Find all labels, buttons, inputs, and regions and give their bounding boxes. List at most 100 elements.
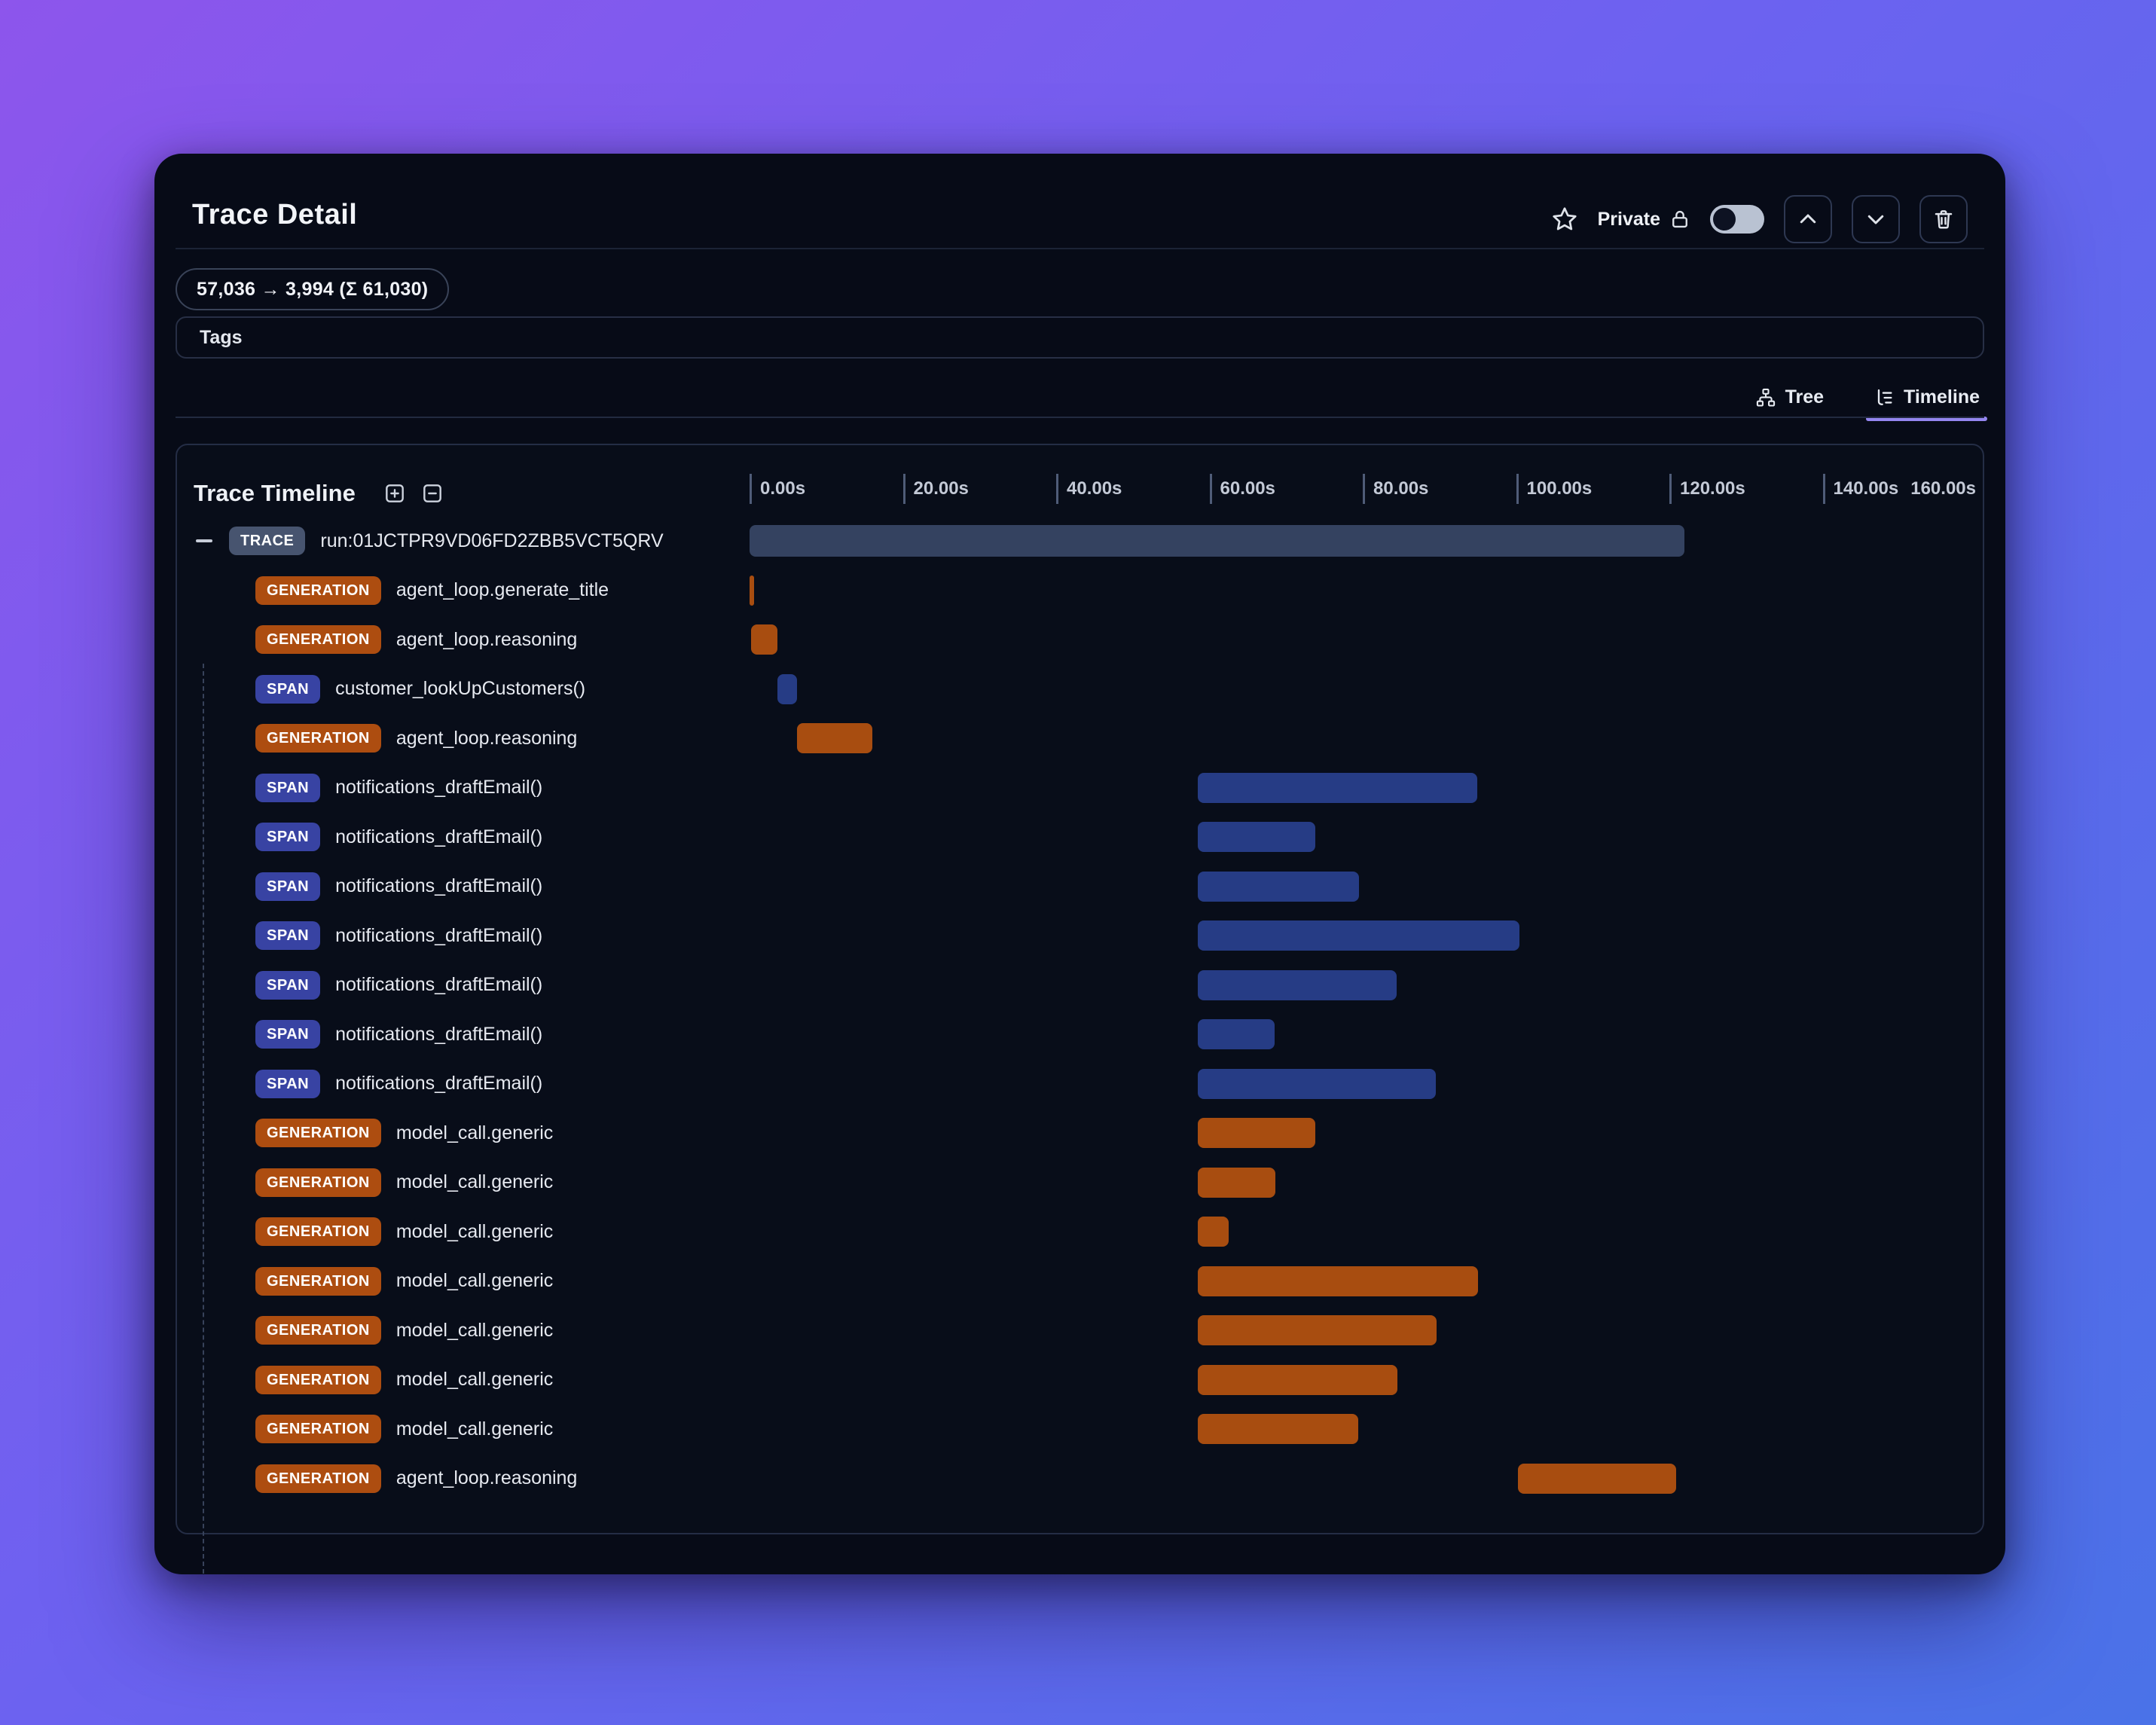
trace-row[interactable]: TRACE run:01JCTPR9VD06FD2ZBB5VCT5QRV <box>177 516 1983 566</box>
duration-bar[interactable] <box>1198 1266 1478 1296</box>
row-label: GENERATION agent_loop.reasoning <box>177 615 750 664</box>
tab-tree-label: Tree <box>1785 386 1825 408</box>
observation-row[interactable]: GENERATION agent_loop.generate_title <box>177 566 1983 615</box>
row-name: customer_lookUpCustomers() <box>335 678 586 699</box>
observation-row[interactable]: GENERATION agent_loop.reasoning <box>177 1454 1983 1504</box>
row-track <box>750 1108 1976 1158</box>
row-label: SPAN notifications_draftEmail() <box>177 911 750 960</box>
duration-bar[interactable] <box>1198 1118 1315 1148</box>
row-name: notifications_draftEmail() <box>335 826 543 847</box>
axis-tick-label: 140.00s <box>1833 478 1899 499</box>
row-type-badge: GENERATION <box>255 1119 381 1147</box>
observation-row[interactable]: GENERATION model_call.generic <box>177 1108 1983 1158</box>
row-type-badge: SPAN <box>255 674 321 704</box>
row-track <box>750 713 1976 763</box>
star-icon[interactable] <box>1551 206 1578 233</box>
axis-tick <box>1669 474 1672 504</box>
duration-bar[interactable] <box>1198 822 1315 852</box>
duration-bar[interactable] <box>750 525 1685 557</box>
row-track <box>750 862 1976 911</box>
duration-bar[interactable] <box>1198 921 1519 951</box>
tags-label: Tags <box>200 326 243 348</box>
duration-bar[interactable] <box>1198 1019 1275 1049</box>
duration-bar[interactable] <box>750 575 755 606</box>
row-type-badge: GENERATION <box>255 1464 381 1493</box>
duration-bar[interactable] <box>1198 969 1397 1000</box>
row-name: notifications_draftEmail() <box>335 974 543 995</box>
row-track <box>750 1059 1976 1109</box>
axis-tick-label: 0.00s <box>760 478 806 499</box>
row-label: GENERATION model_call.generic <box>177 1158 750 1208</box>
observation-row[interactable]: GENERATION agent_loop.reasoning <box>177 713 1983 763</box>
duration-bar[interactable] <box>797 723 872 753</box>
tags-input[interactable]: Tags <box>176 316 1984 359</box>
duration-bar[interactable] <box>1198 871 1359 902</box>
next-trace-button[interactable] <box>1852 195 1900 243</box>
duration-bar[interactable] <box>1198 1167 1275 1198</box>
observation-row[interactable]: GENERATION model_call.generic <box>177 1355 1983 1405</box>
row-type-badge: SPAN <box>255 872 321 901</box>
row-type-badge: GENERATION <box>255 724 381 753</box>
observation-row[interactable]: SPAN notifications_draftEmail() <box>177 1009 1983 1059</box>
row-name: agent_loop.reasoning <box>395 727 578 749</box>
axis-tick <box>1363 474 1365 504</box>
row-track <box>750 615 1976 664</box>
row-type-badge: SPAN <box>255 1020 321 1049</box>
row-type-badge: GENERATION <box>255 1316 381 1345</box>
duration-bar[interactable] <box>1198 1217 1229 1247</box>
panel-title-row: Trace Timeline <box>194 480 444 507</box>
duration-bar[interactable] <box>1198 1414 1358 1444</box>
row-label: GENERATION model_call.generic <box>177 1207 750 1256</box>
row-track <box>750 566 1976 615</box>
row-label: SPAN notifications_draftEmail() <box>177 862 750 911</box>
row-label: TRACE run:01JCTPR9VD06FD2ZBB5VCT5QRV <box>177 516 750 566</box>
row-label: GENERATION agent_loop.reasoning <box>177 713 750 763</box>
tab-tree[interactable]: Tree <box>1751 377 1828 418</box>
collapse-toggle-icon[interactable] <box>196 539 212 542</box>
duration-bar[interactable] <box>1198 772 1477 803</box>
tab-timeline[interactable]: Timeline <box>1866 377 1987 421</box>
row-name: model_call.generic <box>395 1122 554 1143</box>
privacy-label: Private <box>1597 208 1660 230</box>
observation-row[interactable]: SPAN notifications_draftEmail() <box>177 960 1983 1010</box>
observation-row[interactable]: SPAN notifications_draftEmail() <box>177 763 1983 813</box>
observation-row[interactable]: SPAN notifications_draftEmail() <box>177 911 1983 960</box>
observation-row[interactable]: SPAN notifications_draftEmail() <box>177 1059 1983 1109</box>
observation-row[interactable]: GENERATION model_call.generic <box>177 1305 1983 1355</box>
observation-row[interactable]: SPAN notifications_draftEmail() <box>177 862 1983 911</box>
expand-all-icon[interactable] <box>383 481 407 505</box>
duration-bar[interactable] <box>1198 1364 1397 1395</box>
collapse-all-icon[interactable] <box>420 481 444 505</box>
observation-row[interactable]: GENERATION model_call.generic <box>177 1256 1983 1306</box>
delete-trace-button[interactable] <box>1919 195 1968 243</box>
previous-trace-button[interactable] <box>1784 195 1832 243</box>
row-track <box>750 1256 1976 1306</box>
observation-row[interactable]: GENERATION agent_loop.reasoning <box>177 615 1983 664</box>
row-label: SPAN notifications_draftEmail() <box>177 812 750 862</box>
trace-timeline-panel: Trace Timeline 0.00s 20.00s 40.00s 60.00s 80… <box>176 444 1984 1574</box>
observation-row[interactable]: SPAN customer_lookUpCustomers() <box>177 664 1983 714</box>
observation-row[interactable]: GENERATION model_call.generic <box>177 1404 1983 1454</box>
row-name: agent_loop.reasoning <box>395 1467 578 1488</box>
page-title: Trace Detail <box>192 199 358 231</box>
duration-bar[interactable] <box>1517 1463 1677 1494</box>
row-label: GENERATION model_call.generic <box>177 1108 750 1158</box>
axis-tick <box>902 474 905 504</box>
toggle-knob <box>1713 208 1736 231</box>
observation-row[interactable]: GENERATION model_call.generic <box>177 1158 1983 1208</box>
row-track <box>750 1158 1976 1208</box>
observation-row[interactable]: SPAN notifications_draftEmail() <box>177 812 1983 862</box>
time-axis: 0.00s 20.00s 40.00s 60.00s 80.00s 100.00s 120.… <box>750 474 1976 507</box>
observation-row[interactable]: GENERATION model_call.generic <box>177 1207 1983 1256</box>
row-name: model_call.generic <box>395 1418 554 1440</box>
duration-bar[interactable] <box>777 673 798 704</box>
duration-bar[interactable] <box>1198 1315 1437 1345</box>
duration-bar[interactable] <box>1198 1068 1436 1099</box>
axis-tick-label: 60.00s <box>1220 478 1275 499</box>
row-type-badge: SPAN <box>255 1069 321 1098</box>
privacy-toggle[interactable] <box>1710 205 1764 234</box>
panel-title: Trace Timeline <box>194 480 356 506</box>
token-usage-badge: 57,036 → 3,994 (Σ 61,030) <box>176 268 450 310</box>
row-type-badge: SPAN <box>255 823 321 851</box>
duration-bar[interactable] <box>751 624 777 655</box>
